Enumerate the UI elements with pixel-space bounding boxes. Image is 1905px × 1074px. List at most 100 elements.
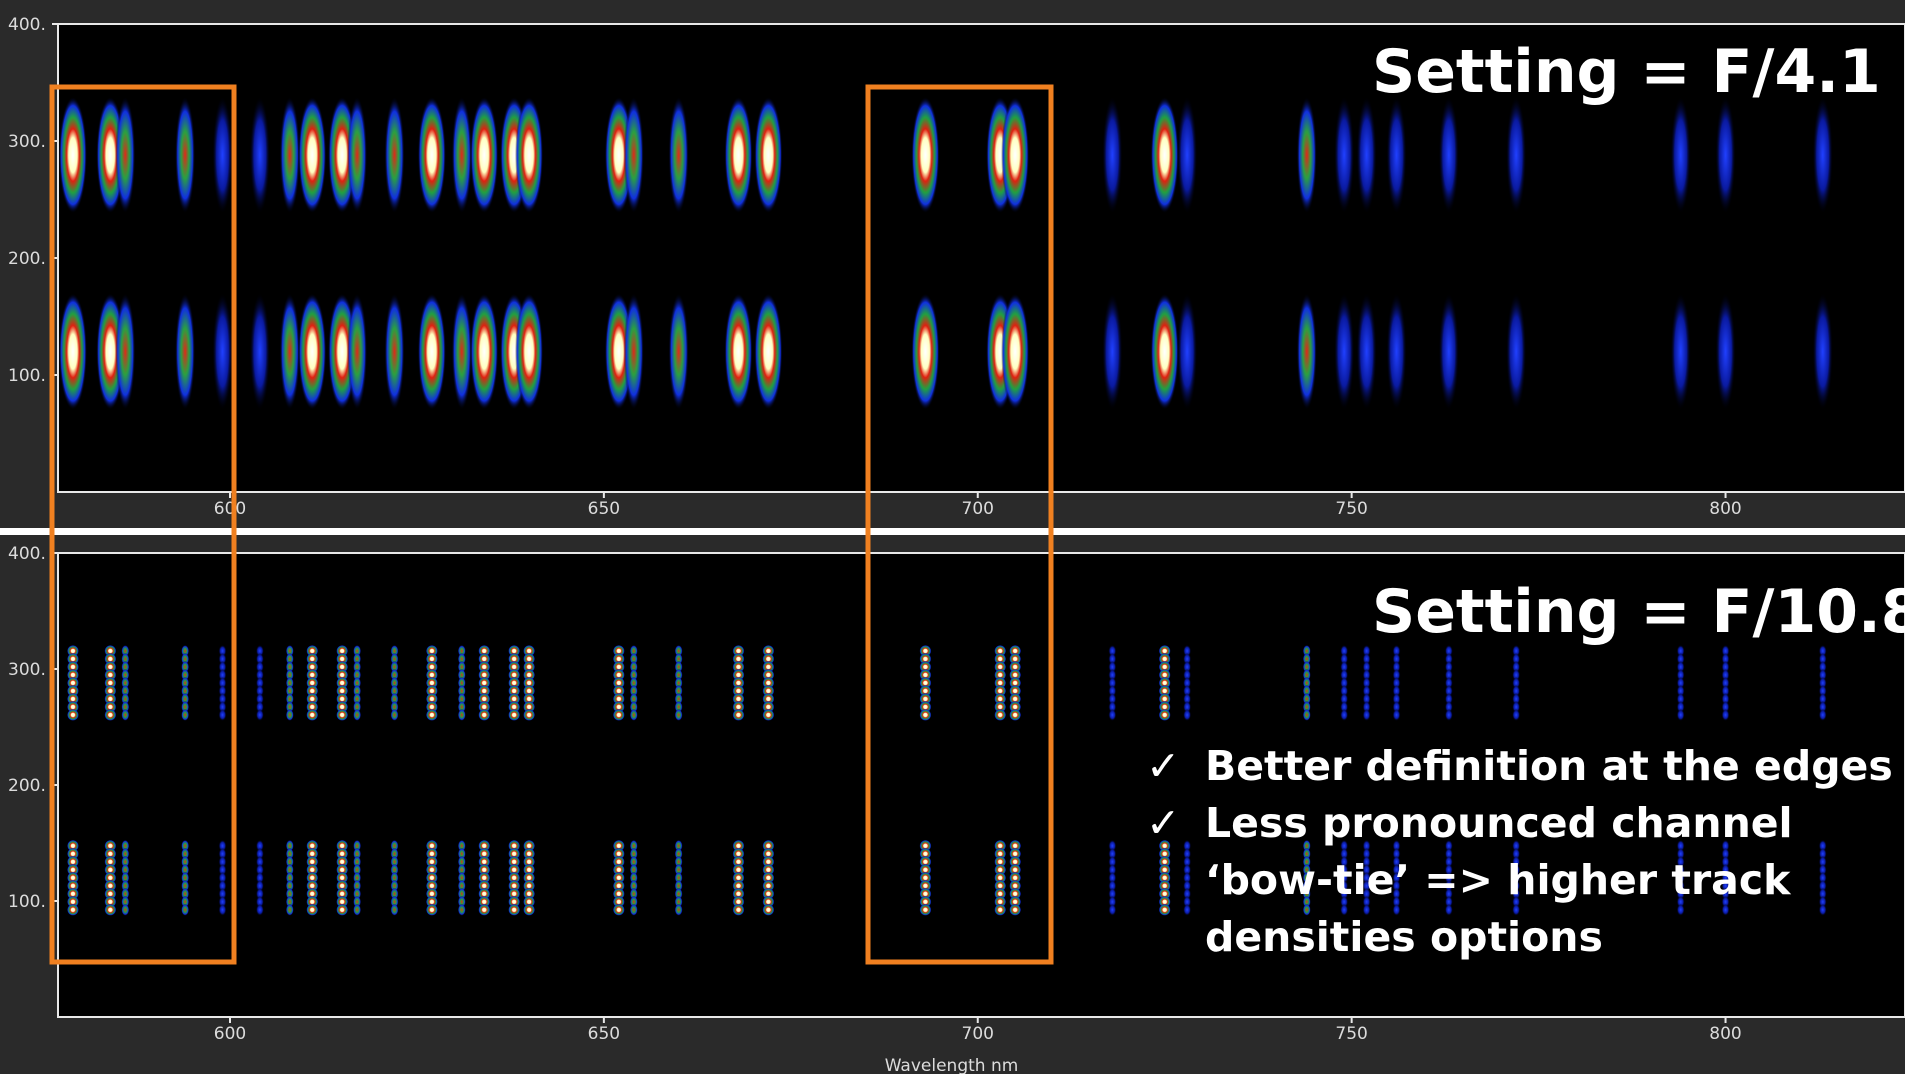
annotation-line: Better definition at the edges bbox=[1205, 742, 1893, 790]
spectral-line bbox=[1357, 294, 1377, 410]
spectral-dot bbox=[1819, 709, 1827, 721]
spectral-dot bbox=[1512, 709, 1520, 721]
spectral-dot bbox=[336, 904, 348, 916]
spectral-dot bbox=[508, 904, 520, 916]
spectral-line bbox=[1151, 294, 1179, 410]
spectral-dot bbox=[1340, 709, 1348, 721]
spectral-dot bbox=[104, 904, 116, 916]
spectral-line bbox=[280, 97, 300, 213]
spectral-line bbox=[1151, 97, 1179, 213]
spectral-dot bbox=[353, 904, 361, 916]
spectral-dot bbox=[458, 904, 466, 916]
spectral-line bbox=[213, 97, 233, 213]
spectral-line bbox=[1439, 97, 1459, 213]
spectral-dot bbox=[630, 904, 638, 916]
spectral-line bbox=[59, 294, 87, 410]
spectral-dot bbox=[1393, 709, 1401, 721]
spectral-dot bbox=[1677, 709, 1685, 721]
spectral-line bbox=[280, 294, 300, 410]
spectral-line bbox=[1334, 294, 1354, 410]
spectral-line bbox=[1102, 97, 1122, 213]
spectral-dot bbox=[1819, 904, 1827, 916]
spectral-line bbox=[1297, 294, 1317, 410]
annotation-line: densities options bbox=[1205, 913, 1603, 961]
spectral-line bbox=[1387, 97, 1407, 213]
spectral-line bbox=[452, 97, 472, 213]
spectral-line bbox=[624, 97, 644, 213]
spectral-dot bbox=[1159, 709, 1171, 721]
x-axis-label: Wavelength nm bbox=[885, 1056, 1019, 1074]
spectral-dot bbox=[390, 709, 398, 721]
spectral-dot bbox=[286, 709, 294, 721]
spectral-dot bbox=[390, 904, 398, 916]
spectral-line bbox=[1334, 97, 1354, 213]
spectral-dot bbox=[732, 709, 744, 721]
spectral-dot bbox=[613, 904, 625, 916]
spectral-line bbox=[911, 294, 939, 410]
x-tick-label: 750 bbox=[1335, 499, 1367, 519]
y-tick-label: 200. bbox=[8, 776, 46, 796]
check-mark: ✓ bbox=[1146, 799, 1180, 847]
spectral-line bbox=[115, 97, 135, 213]
x-tick-label: 750 bbox=[1335, 1024, 1367, 1044]
spectral-line bbox=[1439, 294, 1459, 410]
spectral-line bbox=[1716, 294, 1736, 410]
spectral-line bbox=[724, 294, 752, 410]
y-tick-label: 400. bbox=[8, 544, 46, 564]
spectral-line bbox=[418, 97, 446, 213]
spectral-line bbox=[175, 97, 195, 213]
x-tick-label: 650 bbox=[588, 499, 620, 519]
spectral-dot bbox=[181, 904, 189, 916]
spectral-line bbox=[1177, 294, 1197, 410]
x-tick-label: 800 bbox=[1709, 499, 1741, 519]
spectral-line bbox=[1716, 97, 1736, 213]
spectral-line bbox=[1813, 294, 1833, 410]
spectral-line bbox=[1506, 97, 1526, 213]
spectral-line bbox=[624, 294, 644, 410]
spectral-dot bbox=[1183, 709, 1191, 721]
spectral-line bbox=[669, 97, 689, 213]
spectral-line bbox=[1177, 97, 1197, 213]
spectral-line bbox=[911, 97, 939, 213]
spectral-dot bbox=[104, 709, 116, 721]
spectral-dot bbox=[67, 904, 79, 916]
spectral-dot bbox=[121, 709, 129, 721]
spectral-dot bbox=[1108, 709, 1116, 721]
spectral-line bbox=[1001, 97, 1029, 213]
annotation-line: Less pronounced channel bbox=[1205, 799, 1793, 847]
spectral-dot bbox=[1009, 709, 1021, 721]
spectral-line bbox=[754, 294, 782, 410]
y-tick-label: 300. bbox=[8, 660, 46, 680]
spectral-line bbox=[298, 294, 326, 410]
y-tick-label: 400. bbox=[8, 15, 46, 35]
spectral-line bbox=[1813, 97, 1833, 213]
panel-separator bbox=[0, 528, 1905, 535]
check-mark: ✓ bbox=[1146, 742, 1180, 790]
spectral-line bbox=[115, 294, 135, 410]
spectral-line bbox=[470, 97, 498, 213]
spectral-dot bbox=[523, 709, 535, 721]
spectral-dot bbox=[1445, 709, 1453, 721]
spectral-dot bbox=[1722, 904, 1730, 916]
spectral-line bbox=[250, 97, 270, 213]
spectral-line bbox=[1671, 97, 1691, 213]
spectral-line bbox=[1387, 294, 1407, 410]
spectral-dot bbox=[478, 709, 490, 721]
spectral-line bbox=[384, 294, 404, 410]
spectral-line bbox=[59, 97, 87, 213]
setting-title: Setting = F/10.8 bbox=[1372, 577, 1905, 647]
spectral-dot bbox=[67, 709, 79, 721]
spectral-dot bbox=[675, 904, 683, 916]
spectral-line bbox=[418, 294, 446, 410]
spectral-dot bbox=[256, 904, 264, 916]
spectral-dot bbox=[994, 709, 1006, 721]
spectral-dot bbox=[121, 904, 129, 916]
spectral-dot bbox=[181, 709, 189, 721]
spectral-dot bbox=[630, 709, 638, 721]
x-tick-label: 800 bbox=[1709, 1024, 1741, 1044]
setting-title: Setting = F/4.1 bbox=[1372, 37, 1881, 107]
spectral-dot bbox=[1009, 904, 1021, 916]
spectral-line bbox=[1671, 294, 1691, 410]
y-tick-label: 100. bbox=[8, 892, 46, 912]
spectral-line bbox=[452, 294, 472, 410]
